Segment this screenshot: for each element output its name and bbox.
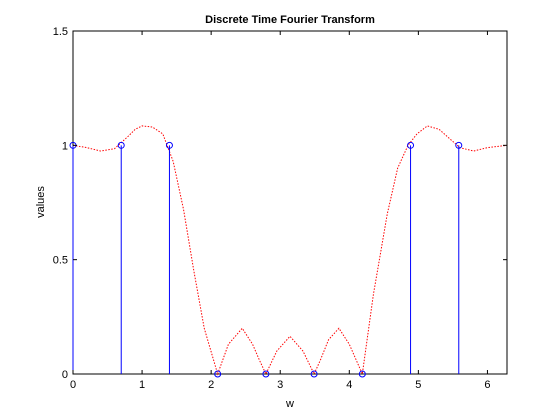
x-tick-label: 6 — [484, 379, 490, 391]
sample-marker — [262, 370, 270, 378]
sample-marker — [165, 141, 173, 149]
plot-area — [72, 30, 508, 375]
x-tick-label: 4 — [346, 379, 352, 391]
sample-marker — [455, 141, 463, 149]
x-tick-label: 2 — [208, 379, 214, 391]
y-axis-label: values — [35, 186, 47, 218]
tick-layer: 0 1 2 3 4 5 6 0 0.5 1 1.5 — [53, 26, 507, 391]
x-tick-label: 3 — [277, 379, 283, 391]
sample-marker — [310, 370, 318, 378]
x-tick-label: 0 — [70, 379, 76, 391]
sample-marker — [117, 141, 125, 149]
sample-marker — [358, 370, 366, 378]
series-layer — [69, 125, 508, 378]
y-tick-label: 0.5 — [53, 255, 68, 267]
y-tick-label: 1 — [62, 140, 68, 152]
x-tick-label: 5 — [415, 379, 421, 391]
y-tick-label: 0 — [62, 369, 68, 381]
x-axis-label: w — [285, 398, 294, 410]
chart-title: Discrete Time Fourier Transform — [205, 14, 375, 26]
sample-marker — [214, 370, 222, 378]
sample-marker — [407, 141, 415, 149]
x-tick-label: 1 — [139, 379, 145, 391]
y-tick-label: 1.5 — [53, 26, 68, 38]
